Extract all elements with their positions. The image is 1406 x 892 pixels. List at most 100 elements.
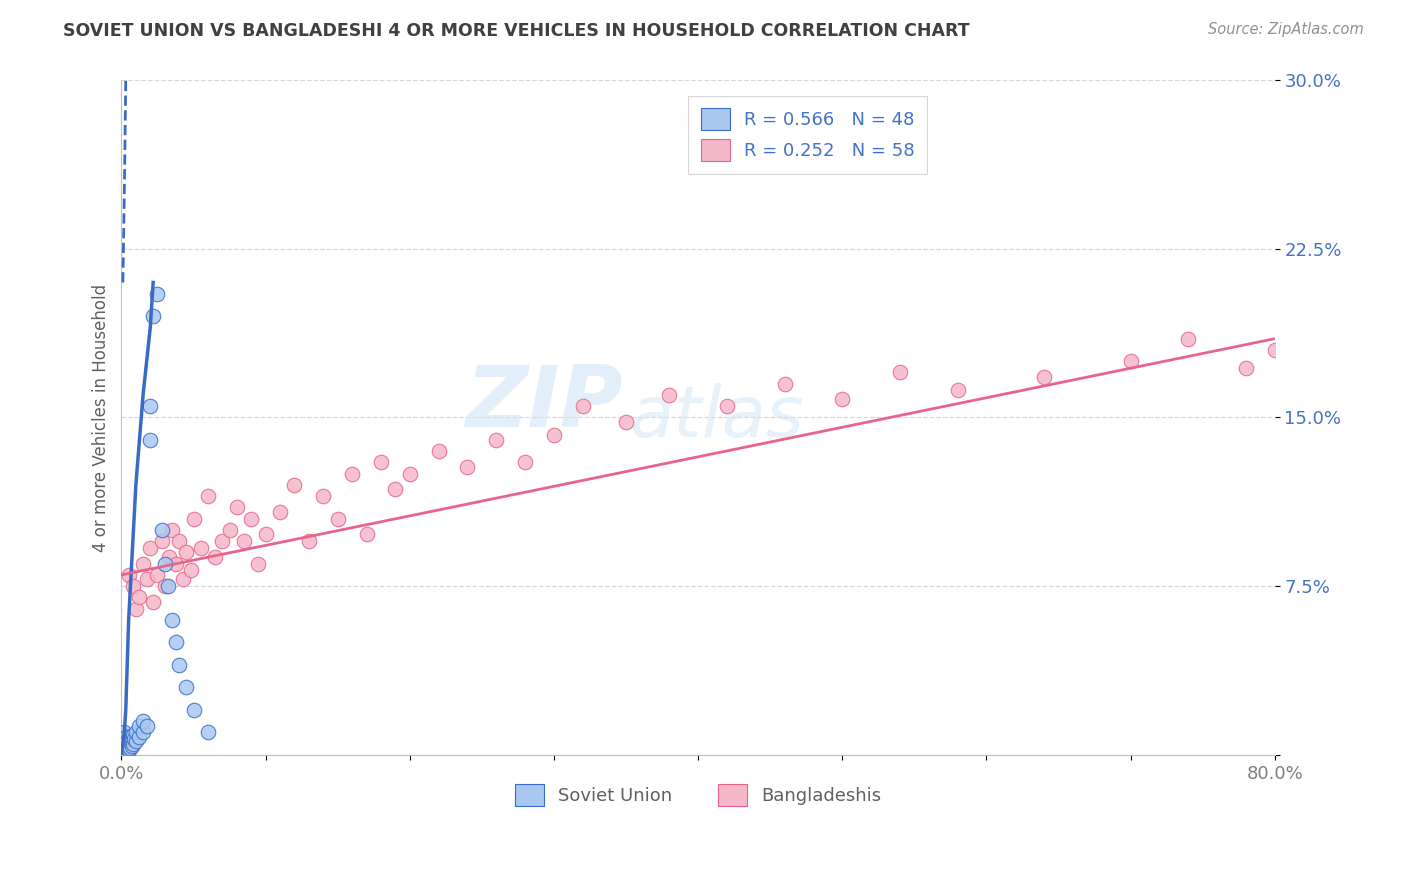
Point <box>117 568 139 582</box>
Text: atlas: atlas <box>628 383 803 452</box>
Point <box>384 483 406 497</box>
Point <box>1033 370 1056 384</box>
Point <box>356 527 378 541</box>
Point <box>114 739 136 753</box>
Point <box>190 541 212 555</box>
Point <box>1234 360 1257 375</box>
Point <box>115 741 138 756</box>
Point <box>112 741 135 756</box>
Point <box>160 523 183 537</box>
Point <box>172 573 194 587</box>
Point <box>128 719 150 733</box>
Point <box>176 545 198 559</box>
Point <box>122 728 145 742</box>
Point <box>125 734 148 748</box>
Point <box>1119 354 1142 368</box>
Point <box>167 534 190 549</box>
Point <box>115 746 138 760</box>
Point <box>139 399 162 413</box>
Point <box>1264 343 1286 357</box>
Point <box>165 635 187 649</box>
Point <box>283 478 305 492</box>
Point <box>218 523 240 537</box>
Point <box>180 563 202 577</box>
Point <box>114 746 136 760</box>
Point <box>112 746 135 760</box>
Point <box>157 549 180 564</box>
Point <box>142 595 165 609</box>
Point <box>398 467 420 481</box>
Point <box>124 732 146 747</box>
Point <box>117 743 139 757</box>
Point <box>485 433 508 447</box>
Point <box>225 500 247 515</box>
Point <box>146 568 169 582</box>
Point <box>111 746 134 760</box>
Point <box>132 557 155 571</box>
Point <box>142 309 165 323</box>
Point <box>183 703 205 717</box>
Point <box>247 557 270 571</box>
Point <box>146 286 169 301</box>
Point <box>121 732 143 747</box>
Point <box>211 534 233 549</box>
Point <box>128 730 150 744</box>
Point <box>298 534 321 549</box>
Point <box>125 725 148 739</box>
Point <box>117 730 139 744</box>
Point <box>122 737 145 751</box>
Point <box>1292 354 1315 368</box>
Point <box>139 433 162 447</box>
Point <box>111 737 134 751</box>
Point <box>889 366 911 380</box>
Point <box>326 511 349 525</box>
Point <box>456 459 478 474</box>
Point <box>150 523 173 537</box>
Point <box>120 734 142 748</box>
Point <box>254 527 277 541</box>
Point <box>571 399 593 413</box>
Point <box>716 399 738 413</box>
Point <box>543 428 565 442</box>
Point <box>831 392 853 407</box>
Point <box>122 579 145 593</box>
Point <box>370 455 392 469</box>
Point <box>197 489 219 503</box>
Point <box>773 376 796 391</box>
Text: ZIP: ZIP <box>465 362 623 445</box>
Text: SOVIET UNION VS BANGLADESHI 4 OR MORE VEHICLES IN HOUSEHOLD CORRELATION CHART: SOVIET UNION VS BANGLADESHI 4 OR MORE VE… <box>63 22 970 40</box>
Point <box>233 534 256 549</box>
Point <box>153 579 176 593</box>
Point <box>132 725 155 739</box>
Point <box>117 739 139 753</box>
Point <box>427 444 450 458</box>
Point <box>614 415 637 429</box>
Point <box>136 719 159 733</box>
Point <box>150 534 173 549</box>
Point <box>312 489 335 503</box>
Text: Source: ZipAtlas.com: Source: ZipAtlas.com <box>1208 22 1364 37</box>
Point <box>183 511 205 525</box>
Point <box>114 743 136 757</box>
Point <box>240 511 263 525</box>
Point <box>111 743 134 757</box>
Legend: Soviet Union, Bangladeshis: Soviet Union, Bangladeshis <box>508 777 889 814</box>
Point <box>156 579 179 593</box>
Point <box>946 384 969 398</box>
Point <box>160 613 183 627</box>
Point <box>132 714 155 728</box>
Point <box>120 741 142 756</box>
Point <box>1177 332 1199 346</box>
Point <box>112 747 135 762</box>
Point <box>136 573 159 587</box>
Point <box>128 591 150 605</box>
Point <box>111 747 134 762</box>
Point <box>340 467 363 481</box>
Point <box>114 730 136 744</box>
Point <box>112 725 135 739</box>
Y-axis label: 4 or more Vehicles in Household: 4 or more Vehicles in Household <box>93 284 110 551</box>
Point <box>153 557 176 571</box>
Point <box>269 505 291 519</box>
Point <box>513 455 536 469</box>
Point <box>115 734 138 748</box>
